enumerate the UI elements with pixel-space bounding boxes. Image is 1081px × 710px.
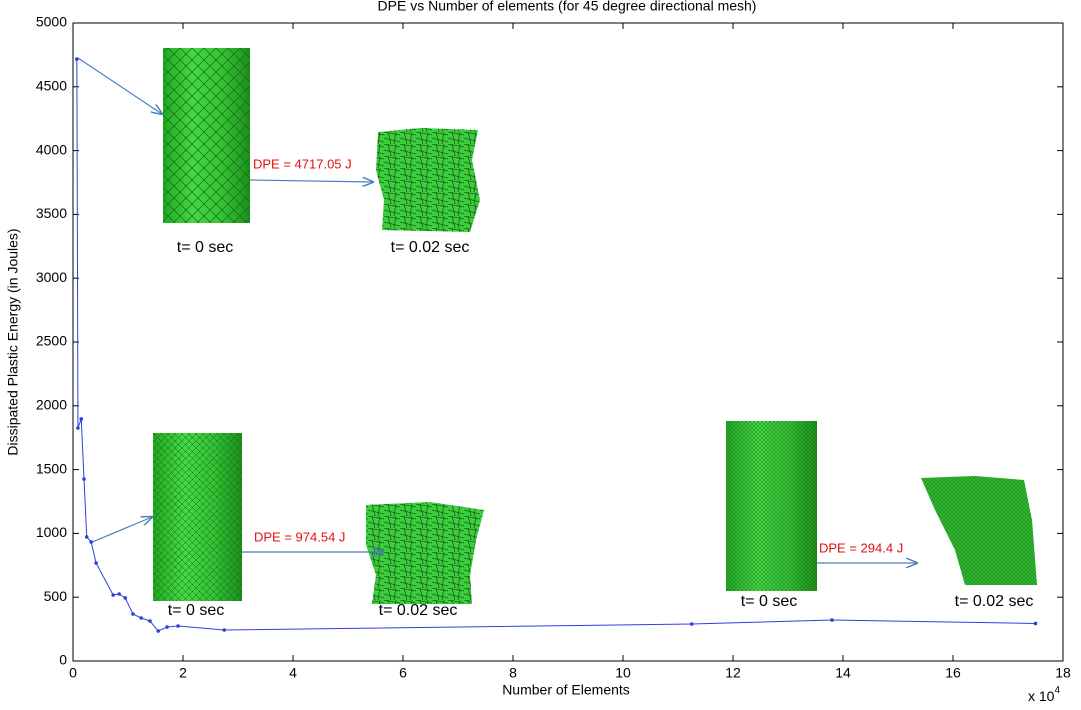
data-point <box>689 622 694 626</box>
data-point <box>148 619 152 623</box>
annotation: t= 0 sec <box>741 593 797 610</box>
data-point <box>830 618 834 622</box>
data-point <box>76 426 80 430</box>
crushed-mesh <box>921 476 1037 585</box>
annotation: DPE = 974.54 J <box>254 529 345 544</box>
data-point <box>82 477 86 481</box>
y-tick-label: 2000 <box>36 397 67 413</box>
x-tick-label: 8 <box>509 665 517 681</box>
arrow <box>249 180 373 182</box>
data-point <box>89 540 93 544</box>
y-tick-label: 4000 <box>36 141 67 157</box>
annotation: DPE = 294.4 J <box>819 540 903 555</box>
annotation: DPE = 4717.05 J <box>253 156 352 171</box>
data-point <box>75 57 79 61</box>
x-tick-label: 18 <box>1055 665 1071 681</box>
x-tick-label: 14 <box>835 665 851 681</box>
crushed-mesh <box>376 128 480 232</box>
y-tick-label: 3000 <box>36 269 67 285</box>
annotation: t= 0.02 sec <box>379 602 458 619</box>
x-tick-label: 10 <box>615 665 631 681</box>
y-tick-label: 5000 <box>36 14 67 30</box>
y-tick-label: 4500 <box>36 78 67 94</box>
data-line <box>76 59 1036 632</box>
annotation: t= 0 sec <box>168 602 224 619</box>
x-tick-label: 6 <box>399 665 407 681</box>
y-tick-label: 1500 <box>36 460 67 476</box>
x-multiplier-base: x 10 <box>1028 688 1055 704</box>
data-point <box>94 561 98 565</box>
y-tick-label: 1000 <box>36 524 67 540</box>
mesh-images <box>153 48 1037 604</box>
y-tick-label: 500 <box>44 588 68 604</box>
cylinder-mesh <box>726 421 817 591</box>
arrows <box>77 57 917 563</box>
annotation: t= 0.02 sec <box>955 593 1034 610</box>
data-point <box>79 417 84 421</box>
data-point <box>123 596 128 600</box>
x-tick-label: 12 <box>725 665 741 681</box>
data-point <box>156 629 161 633</box>
x-tick-label: 2 <box>179 665 187 681</box>
annotation: t= 0 sec <box>177 239 233 256</box>
data-point <box>117 592 121 596</box>
data-point <box>176 624 180 628</box>
arrow <box>77 57 162 114</box>
data-point <box>222 628 227 632</box>
data-point <box>84 535 89 539</box>
x-tick-label: 16 <box>945 665 961 681</box>
y-tick-label: 3500 <box>36 205 67 221</box>
y-axis-label: Dissipated Plastic Energy (in Joules) <box>5 228 21 455</box>
cylinder-mesh <box>163 48 250 223</box>
data-point <box>1033 621 1038 626</box>
annotation: t= 0.02 sec <box>391 239 470 256</box>
y-tick-label: 0 <box>59 652 67 668</box>
arrow <box>89 517 152 544</box>
chart-title: DPE vs Number of elements (for 45 degree… <box>378 0 757 14</box>
data-point <box>131 612 135 616</box>
crushed-mesh <box>366 502 484 604</box>
x-axis-label: Number of Elements <box>502 682 630 698</box>
cylinder-mesh <box>153 433 242 601</box>
data-point <box>139 616 143 620</box>
data-point <box>165 625 169 629</box>
x-tick-label: 0 <box>69 665 77 681</box>
y-tick-label: 2500 <box>36 333 67 349</box>
x-multiplier: x 104 <box>1028 685 1060 704</box>
data-point <box>111 593 115 597</box>
x-tick-label: 4 <box>289 665 297 681</box>
x-multiplier-exponent: 4 <box>1054 685 1060 696</box>
